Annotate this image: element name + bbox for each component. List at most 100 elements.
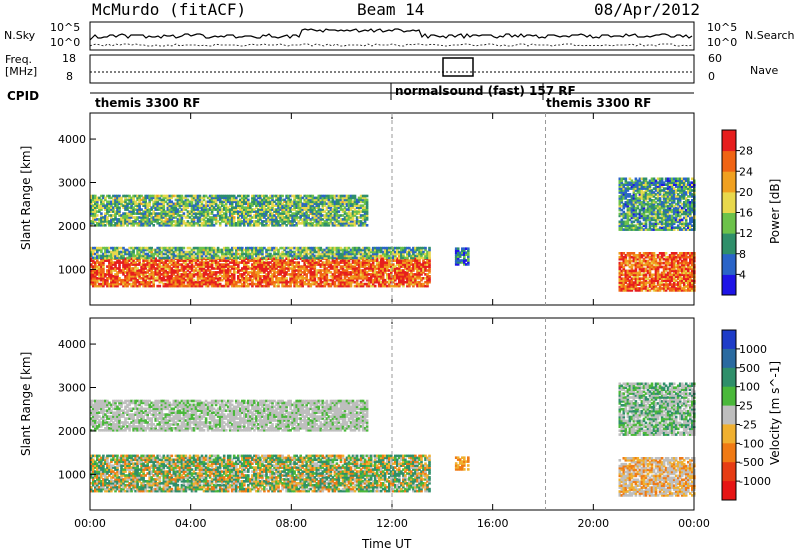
power-cell bbox=[241, 196, 244, 200]
power-cell bbox=[162, 208, 166, 211]
power-cell bbox=[122, 250, 125, 254]
power-cell bbox=[196, 194, 200, 198]
power-cell bbox=[337, 254, 341, 258]
power-cell bbox=[361, 259, 365, 262]
power-cell bbox=[353, 254, 357, 258]
power-cell bbox=[200, 267, 204, 270]
power-cell bbox=[281, 246, 284, 250]
power-cell bbox=[291, 261, 294, 264]
power-cell bbox=[156, 198, 159, 202]
power-cell bbox=[164, 278, 168, 282]
power-cell bbox=[420, 277, 423, 280]
power-cell bbox=[275, 259, 278, 262]
power-heatmap bbox=[90, 177, 696, 292]
power-cell bbox=[303, 265, 306, 268]
power-cell bbox=[251, 200, 254, 204]
power-cell bbox=[317, 246, 321, 250]
power-cell bbox=[245, 214, 248, 217]
power-cell bbox=[301, 265, 304, 268]
power-cell bbox=[124, 208, 127, 211]
power-cell bbox=[146, 284, 149, 288]
power-cell bbox=[327, 256, 331, 260]
power-cell bbox=[232, 278, 236, 282]
power-cell bbox=[160, 210, 164, 213]
power-cell bbox=[301, 212, 304, 215]
power-cell bbox=[315, 224, 319, 227]
power-cell bbox=[263, 275, 266, 278]
power-cell bbox=[192, 208, 196, 211]
power-cell bbox=[170, 271, 174, 274]
power-cell bbox=[154, 208, 157, 211]
power-cell bbox=[279, 224, 282, 227]
power-cell bbox=[265, 198, 268, 202]
power-cell bbox=[243, 263, 246, 266]
power-cell bbox=[319, 254, 323, 258]
power-cell bbox=[311, 248, 315, 252]
power-cell bbox=[218, 284, 222, 288]
power-cell bbox=[235, 256, 238, 260]
power-cell bbox=[381, 263, 385, 266]
power-cell bbox=[365, 246, 369, 250]
power-cell bbox=[168, 284, 172, 288]
power-cell bbox=[174, 204, 178, 207]
power-cell bbox=[148, 269, 151, 272]
power-cell bbox=[150, 271, 153, 274]
power-cell bbox=[106, 218, 109, 221]
power-cell bbox=[317, 198, 321, 202]
power-cell bbox=[245, 263, 248, 266]
power-cell bbox=[299, 284, 302, 288]
power-cell bbox=[347, 259, 351, 262]
power-cell bbox=[297, 254, 300, 258]
power-cell bbox=[170, 250, 174, 254]
power-cell bbox=[400, 246, 403, 250]
power-cell bbox=[228, 271, 232, 274]
power-cell bbox=[96, 256, 99, 260]
power-cell bbox=[214, 218, 218, 221]
power-cell bbox=[140, 280, 143, 284]
power-cell bbox=[200, 212, 204, 215]
power-cell bbox=[194, 256, 198, 260]
power-cell bbox=[132, 220, 135, 223]
power-cell bbox=[257, 254, 260, 258]
power-cell bbox=[295, 278, 298, 282]
power-cell bbox=[186, 202, 190, 206]
power-cell bbox=[122, 284, 125, 288]
power-cell bbox=[305, 254, 308, 258]
power-cell bbox=[104, 198, 107, 202]
power-cell bbox=[325, 224, 329, 227]
power-cell bbox=[301, 275, 304, 278]
power-cell bbox=[414, 246, 417, 250]
power-cell bbox=[100, 214, 103, 217]
power-cell bbox=[170, 277, 174, 280]
power-cell bbox=[164, 282, 168, 286]
power-cell bbox=[381, 250, 385, 254]
power-cell bbox=[279, 263, 282, 266]
power-cell bbox=[251, 254, 254, 258]
power-cell bbox=[394, 254, 397, 258]
power-cell bbox=[315, 282, 319, 286]
power-cell bbox=[212, 271, 216, 274]
power-cell bbox=[162, 256, 166, 260]
power-cell bbox=[383, 267, 387, 270]
power-cell bbox=[196, 252, 200, 256]
power-cell bbox=[192, 269, 196, 272]
power-cell bbox=[98, 273, 101, 276]
power-cell bbox=[230, 216, 234, 219]
power-cell bbox=[307, 263, 310, 266]
power-cell bbox=[162, 246, 166, 250]
power-cell bbox=[202, 261, 206, 264]
power-cell bbox=[96, 206, 99, 209]
power-cell bbox=[100, 254, 103, 258]
power-cell bbox=[249, 206, 252, 209]
power-cell bbox=[343, 284, 347, 288]
power-cell bbox=[98, 282, 101, 286]
power-cell bbox=[130, 254, 133, 258]
power-cell bbox=[100, 200, 103, 204]
power-cell bbox=[226, 273, 230, 276]
power-cell bbox=[388, 275, 391, 278]
power-cell bbox=[281, 280, 284, 284]
power-cell bbox=[176, 267, 180, 270]
power-cell bbox=[333, 254, 337, 258]
power-cell bbox=[271, 208, 274, 211]
power-cell bbox=[311, 216, 315, 219]
